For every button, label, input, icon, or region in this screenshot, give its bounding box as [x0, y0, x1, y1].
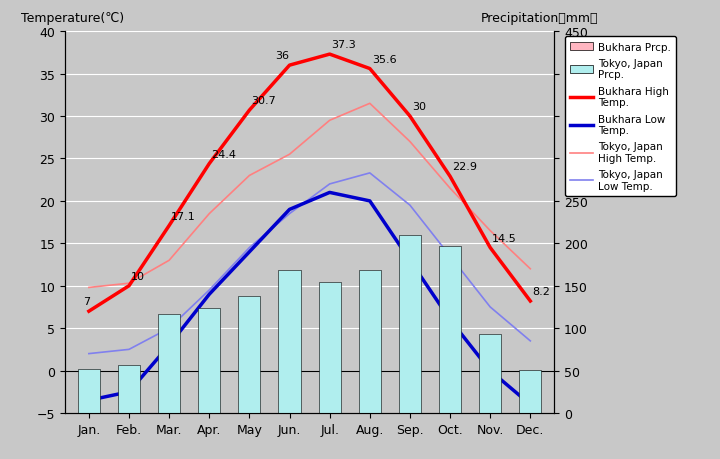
Bar — [244, 405, 255, 413]
Text: 8.2: 8.2 — [532, 286, 550, 297]
Text: 17.1: 17.1 — [171, 211, 196, 221]
Text: 22.9: 22.9 — [452, 162, 477, 172]
Bar — [525, 402, 536, 413]
Bar — [485, 401, 495, 413]
Text: 14.5: 14.5 — [492, 233, 517, 243]
Bar — [364, 412, 375, 413]
Text: 37.3: 37.3 — [332, 40, 356, 50]
Bar — [163, 389, 175, 413]
Bar — [284, 410, 295, 413]
Text: 24.4: 24.4 — [211, 150, 236, 159]
Text: 36: 36 — [276, 51, 289, 61]
Bar — [238, 296, 261, 413]
Text: 30: 30 — [412, 102, 426, 112]
Bar — [359, 271, 381, 413]
Text: 7: 7 — [83, 297, 90, 307]
Text: Temperature(℃): Temperature(℃) — [21, 11, 124, 24]
Bar — [78, 369, 100, 413]
Bar — [124, 398, 135, 413]
Bar — [399, 235, 421, 413]
Bar — [479, 334, 501, 413]
Bar — [444, 406, 456, 413]
Bar — [324, 412, 336, 413]
Bar — [319, 283, 341, 413]
Text: 30.7: 30.7 — [251, 96, 276, 106]
Bar — [118, 366, 140, 413]
Bar — [204, 398, 215, 413]
Bar — [84, 400, 94, 413]
Bar — [198, 308, 220, 413]
Legend: Bukhara Prcp., Tokyo, Japan
Prcp., Bukhara High
Temp., Bukhara Low
Temp., Tokyo,: Bukhara Prcp., Tokyo, Japan Prcp., Bukha… — [564, 37, 676, 196]
Bar — [439, 246, 461, 413]
Bar — [158, 314, 180, 413]
Bar — [405, 411, 415, 413]
Text: Precipitation（mm）: Precipitation（mm） — [481, 11, 598, 24]
Text: 10: 10 — [131, 271, 145, 281]
Bar — [519, 370, 541, 413]
Text: 35.6: 35.6 — [372, 55, 397, 65]
Bar — [279, 271, 300, 413]
